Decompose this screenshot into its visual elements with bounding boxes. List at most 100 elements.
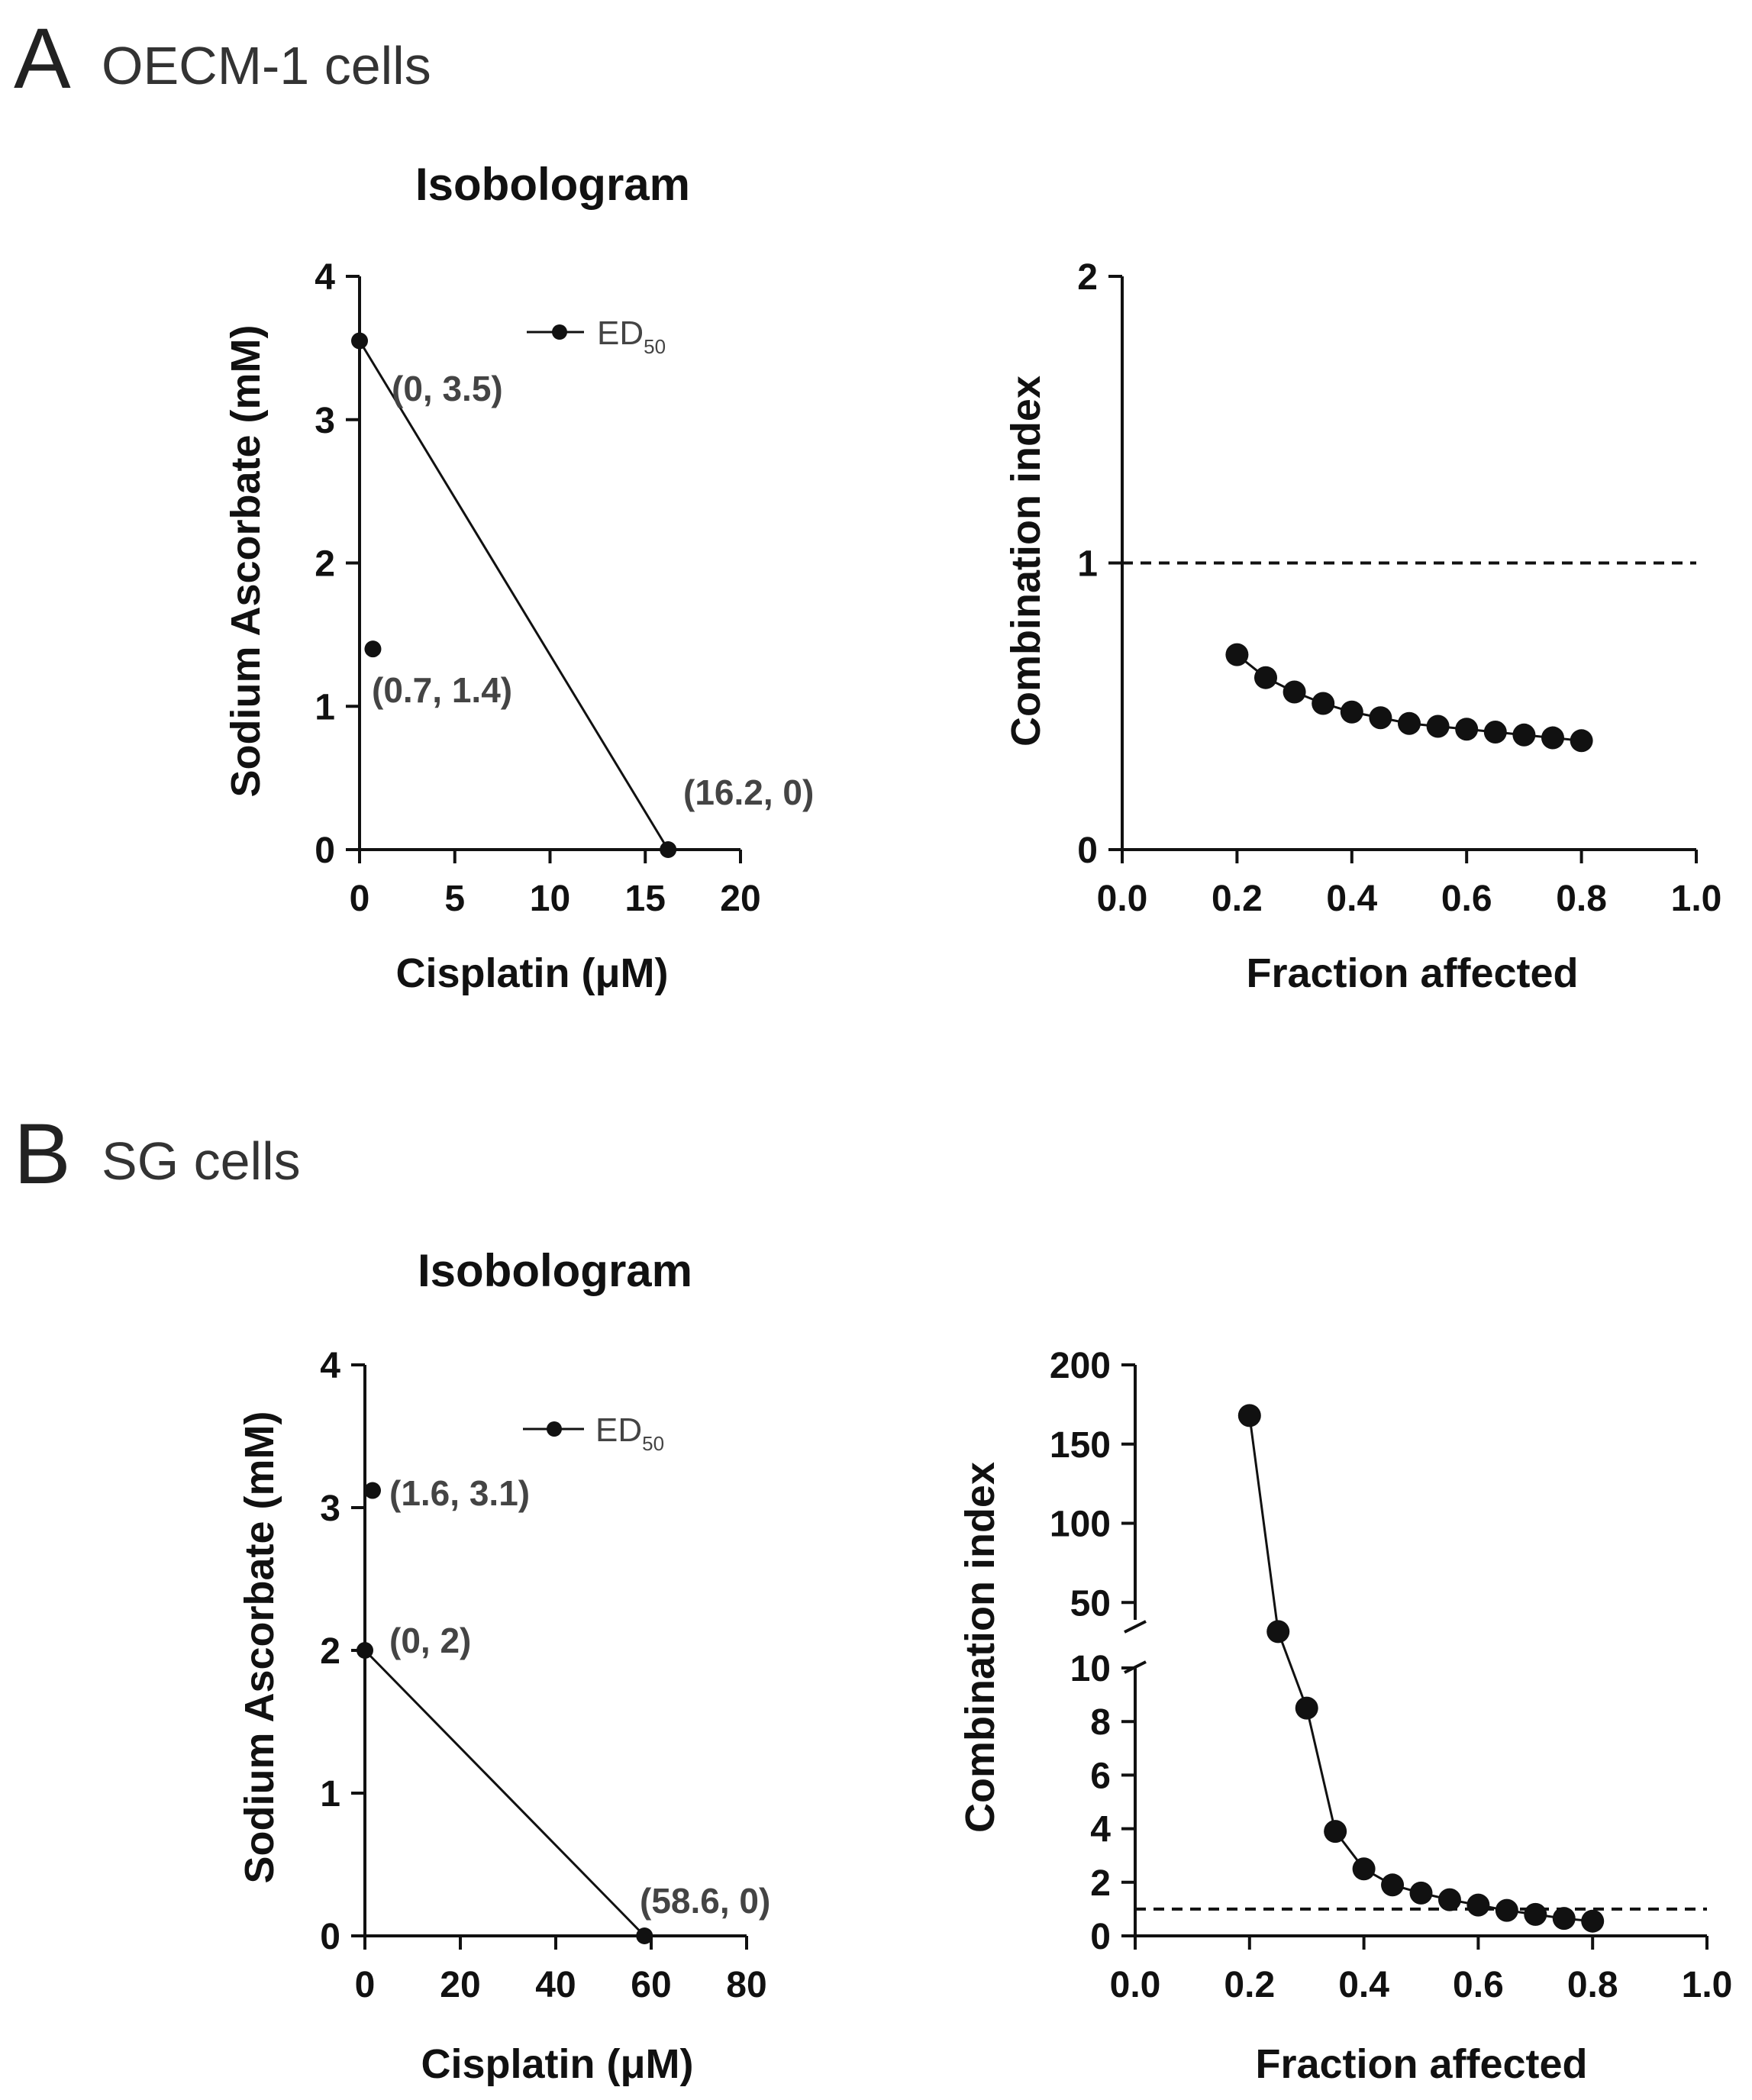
chart-a-title: Isobologram	[415, 159, 690, 210]
chart-b-ci-x-tick-label: 0.4	[1338, 1965, 1389, 2005]
chart-b-ci-y-tick-label: 4	[1090, 1810, 1111, 1850]
chart-a-iso-y-tick-label: 1	[315, 687, 335, 727]
chart-a-iso-y-tick-label: 2	[315, 544, 335, 585]
chart-a-legend-label: ED50	[597, 315, 666, 358]
chart-a-ci-y-tick-label: 1	[1077, 544, 1098, 585]
chart-b-ci-data-point	[1295, 1696, 1318, 1720]
chart-b-ci-data-point	[1324, 1820, 1347, 1844]
chart-b-ci-data-point	[1524, 1902, 1547, 1926]
chart-b-ci-y-tick-label: 0	[1090, 1917, 1111, 1957]
chart-b-iso-isobole-line	[363, 1649, 646, 1937]
chart-b-ci-xlabel: Fraction affected	[1255, 2041, 1587, 2087]
chart-a-ci-data-point	[1312, 692, 1335, 715]
chart-a-ci-y-tick-label: 2	[1077, 257, 1098, 298]
chart-a-ci-y-tick-label: 0	[1077, 831, 1098, 871]
panel-a-letter: A	[14, 11, 71, 106]
chart-a-ci-data-point	[1483, 721, 1507, 744]
chart-a-iso-point	[351, 332, 368, 350]
chart-b-iso-x-tick-label: 20	[440, 1965, 480, 2005]
chart-a-ci-data-point	[1398, 711, 1421, 735]
chart-a-ci-data-point	[1340, 700, 1363, 724]
chart-a-iso-x-tick-label: 0	[350, 879, 370, 919]
chart-a-ci-data-point	[1570, 729, 1593, 753]
chart-b-ci-data-point	[1466, 1893, 1490, 1917]
chart-a-iso-point	[364, 640, 382, 658]
chart-b-isobologram: 0 20 40 60 80 0 1 2 3 4 (1.6, 3.1) (0, 2) (58.6, 0)	[320, 1346, 770, 2005]
chart-b-ci-data-point	[1237, 1404, 1261, 1427]
chart-a-ci-data-point	[1455, 718, 1479, 741]
chart-a-combination-index: 0.0 0.2 0.4 0.6 0.8 1.0 0 1 2	[1077, 257, 1721, 919]
chart-b-ci-data-point	[1381, 1873, 1405, 1897]
chart-b-iso-point-label: (58.6, 0)	[640, 1881, 770, 1921]
chart-a-legend: ED50	[527, 315, 666, 358]
chart-b-ci-data-point	[1495, 1898, 1518, 1922]
chart-a-ci-xlabel: Fraction affected	[1246, 950, 1578, 996]
chart-b-legend-label: ED50	[595, 1411, 664, 1455]
chart-a-isobologram: 0 5 10 15 20 0 1 2 3 4 (0, 3.5) (0.7, 1.4) (16.2, 0)	[315, 257, 814, 919]
chart-b-ci-data-point	[1409, 1881, 1433, 1905]
chart-b-combination-index: 0.0 0.2 0.4 0.6 0.8 1.0 0 2 4 6 8 10 50 100 150 200	[1050, 1346, 1732, 2005]
chart-b-ci-y-tick-label: 200	[1050, 1346, 1111, 1386]
chart-b-ci-x-tick-label: 0.2	[1224, 1965, 1275, 2005]
chart-b-ci-series-line	[1248, 1415, 1593, 1923]
chart-b-iso-y-tick-label: 3	[320, 1489, 340, 1529]
chart-b-iso-ylabel: Sodium Ascorbate (mM)	[237, 1411, 282, 1883]
chart-b-ci-data-point	[1352, 1857, 1376, 1881]
chart-b-legend: ED50	[523, 1411, 664, 1455]
chart-a-iso-ylabel: Sodium Ascorbate (mM)	[223, 324, 269, 797]
chart-b-ci-x-tick-label: 1.0	[1682, 1965, 1733, 2005]
chart-b-ci-x-tick-label: 0.6	[1453, 1965, 1504, 2005]
chart-a-iso-point-label: (0, 3.5)	[392, 369, 503, 408]
chart-b-iso-y-tick-label: 2	[320, 1631, 340, 1672]
chart-b-ci-ylabel: Combination index	[957, 1462, 1003, 1833]
chart-b-iso-y-tick-label: 4	[320, 1346, 340, 1386]
chart-a-iso-y-tick-label: 0	[315, 831, 335, 871]
chart-b-ci-data-point	[1581, 1909, 1605, 1933]
panel-b-letter: B	[14, 1106, 71, 1202]
chart-a-iso-isobole-line	[358, 340, 670, 850]
chart-b-iso-x-tick-label: 80	[726, 1965, 766, 2005]
chart-b-iso-point-label: (1.6, 3.1)	[389, 1473, 530, 1513]
panel-a-title: OECM-1 cells	[102, 36, 431, 95]
chart-a-ci-data-point	[1512, 723, 1536, 747]
chart-b-ci-data-point	[1437, 1888, 1461, 1911]
chart-b-ci-data-point	[1552, 1907, 1576, 1931]
chart-a-iso-point	[660, 841, 677, 858]
chart-b-legend-marker	[547, 1421, 562, 1437]
chart-a-ci-data-point	[1426, 715, 1450, 738]
chart-b-iso-xlabel: Cisplatin (μM)	[421, 2041, 693, 2087]
chart-b-ci-y-tick-label: 100	[1050, 1505, 1111, 1545]
chart-a-ci-ylabel: Combination index	[1003, 376, 1049, 747]
chart-a-ci-data-point	[1225, 643, 1249, 666]
chart-a-legend-marker	[552, 324, 567, 340]
chart-a-ci-x-tick-label: 1.0	[1671, 879, 1722, 919]
chart-a-iso-x-tick-label: 20	[720, 879, 760, 919]
chart-b-ci-y-tick-label: 10	[1070, 1649, 1111, 1689]
chart-b-iso-x-tick-label: 60	[631, 1965, 671, 2005]
chart-a-ci-data-point	[1541, 726, 1564, 750]
chart-a-iso-x-tick-label: 5	[444, 879, 465, 919]
chart-b-ci-y-tick-label: 50	[1070, 1583, 1111, 1624]
chart-a-iso-xlabel: Cisplatin (μM)	[395, 950, 668, 996]
chart-a-ci-x-tick-label: 0.2	[1212, 879, 1263, 919]
chart-b-iso-point	[364, 1482, 381, 1499]
chart-b-ci-y-tick-label: 150	[1050, 1425, 1111, 1466]
chart-a-ci-x-tick-label: 0.4	[1326, 879, 1377, 919]
chart-b-ci-x-tick-label: 0.0	[1110, 1965, 1161, 2005]
panel-b-title: SG cells	[102, 1131, 301, 1191]
chart-a-ci-x-tick-label: 0.0	[1097, 879, 1148, 919]
chart-a-iso-y-tick-label: 3	[315, 401, 335, 441]
chart-a-ci-x-tick-label: 0.6	[1441, 879, 1492, 919]
chart-a-ci-data-point	[1283, 680, 1306, 704]
chart-a-iso-point-label: (0.7, 1.4)	[372, 670, 512, 710]
chart-a-ci-data-point	[1369, 706, 1392, 730]
chart-b-ci-y-tick-label: 8	[1090, 1702, 1111, 1743]
chart-b-ci-y-tick-label: 2	[1090, 1863, 1111, 1904]
chart-b-iso-x-tick-label: 0	[355, 1965, 376, 2005]
chart-b-iso-x-tick-label: 40	[535, 1965, 576, 2005]
chart-b-ci-y-tick-label: 6	[1090, 1756, 1111, 1796]
chart-b-iso-y-tick-label: 0	[320, 1917, 340, 1957]
chart-a-iso-x-tick-label: 10	[530, 879, 570, 919]
chart-a-ci-x-tick-label: 0.8	[1556, 879, 1607, 919]
